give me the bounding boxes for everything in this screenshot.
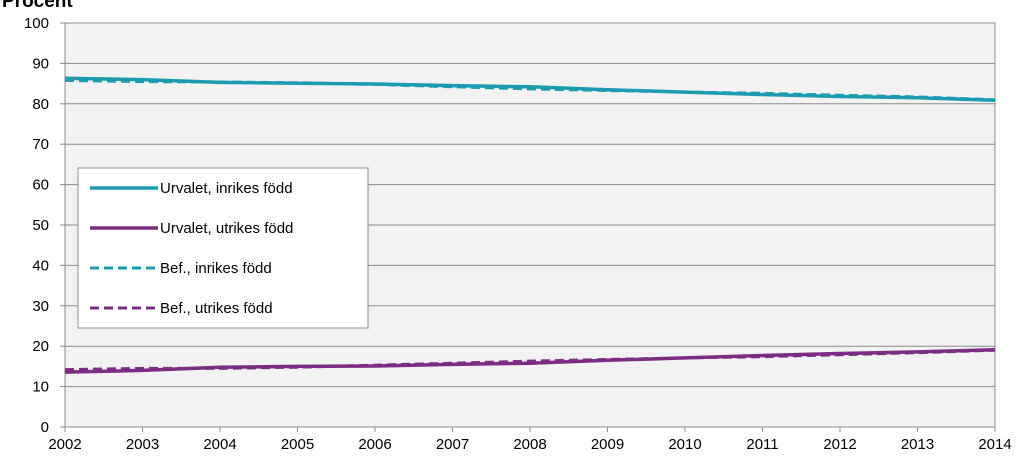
y-tick-label-40: 40 (32, 257, 49, 274)
x-tick-label-2004: 2004 (203, 436, 236, 453)
legend-box (77, 167, 369, 329)
y-tick-label-100: 100 (24, 15, 49, 32)
legend-label-4: Bef., utrikes född (160, 300, 273, 317)
y-tick-label-70: 70 (32, 136, 49, 153)
legend: Urvalet, inrikes född Urvalet, utrikes fö… (77, 167, 369, 329)
y-tick-label-20: 20 (32, 338, 49, 355)
x-tick-labels: 2002 2003 2004 2005 2006 2007 2008 2009 2010 2011… (48, 427, 1012, 453)
y-tick-label-90: 90 (32, 55, 49, 72)
legend-label-3: Bef., inrikes född (160, 260, 272, 277)
series-line-3 (64, 78, 996, 102)
y-tick-label-0: 0 (41, 419, 49, 436)
y-tick-label-30: 30 (32, 298, 49, 315)
legend-label-1: Urvalet, inrikes född (160, 180, 293, 197)
x-tick-label-2007: 2007 (436, 436, 469, 453)
x-tick-label-2003: 2003 (126, 436, 159, 453)
y-tick-label-60: 60 (32, 177, 49, 194)
y-tick-labels: 0 10 20 30 40 50 60 70 80 90 100 (24, 15, 49, 436)
x-tick-label-2010: 2010 (668, 436, 701, 453)
x-tick-label-2009: 2009 (591, 436, 624, 453)
x-tick-label-2005: 2005 (281, 436, 314, 453)
series-line-4 (64, 348, 996, 372)
legend-label-2: Urvalet, utrikes född (160, 220, 293, 237)
x-tick-label-2014: 2014 (978, 436, 1011, 453)
x-tick-label-2006: 2006 (358, 436, 391, 453)
x-tick-label-2002: 2002 (48, 436, 81, 453)
y-tick-label-50: 50 (32, 217, 49, 234)
y-tick-label-10: 10 (32, 379, 49, 396)
x-tick-label-2012: 2012 (823, 436, 856, 453)
x-tick-label-2013: 2013 (901, 436, 934, 453)
x-tick-label-2011: 2011 (746, 436, 778, 453)
series-lines (64, 76, 996, 374)
y-tick-label-80: 80 (32, 96, 49, 113)
x-tick-label-2008: 2008 (513, 436, 546, 453)
y-axis-title: Procent (2, 0, 73, 12)
